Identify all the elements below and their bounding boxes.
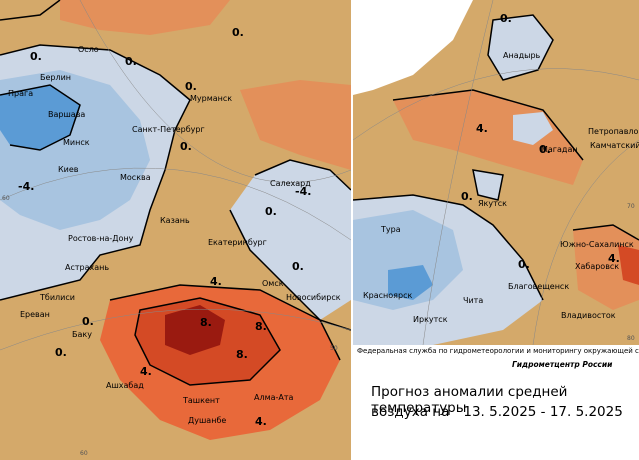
city-label: Ростов-на-Дону (68, 234, 134, 243)
isoline-label: 0. (500, 12, 512, 25)
city-label: Прага (8, 89, 33, 98)
forecast-title: Прогноз аномалии средней температуры (371, 384, 568, 416)
west-map-panel: Осло Берлин Прага Варшава Минск Киев Мос… (0, 0, 351, 460)
isoline-label: 0. (82, 315, 94, 328)
isoline-label: 4. (140, 365, 152, 378)
city-label: Хабаровск (575, 262, 619, 271)
caption-box (353, 345, 639, 460)
forecast-period: воздуха на 13. 5.2025 - 17. 5.2025 (371, 404, 623, 420)
isoline-label: 8. (200, 316, 212, 329)
warm-region-siberia (240, 80, 351, 170)
west-map: Осло Берлин Прага Варшава Минск Киев Мос… (0, 0, 351, 460)
cold-region-kiev (10, 155, 55, 195)
graticule-label: 80 (627, 335, 635, 342)
cold-region-yakutsk (473, 170, 503, 200)
map-graticule (353, 0, 639, 345)
city-label: Тура (380, 225, 401, 234)
city-label: Магадан (541, 145, 578, 154)
city-label: Ташкент (182, 396, 220, 405)
isoline-label: 4. (210, 275, 222, 288)
graticule-label: 50 (330, 345, 338, 352)
city-label: Благовещенск (508, 282, 569, 291)
isoline-label: 0. (55, 346, 67, 359)
isoline-label: 0. (292, 260, 304, 273)
cold-region-salekhard (230, 160, 351, 320)
city-label: Салехард (270, 179, 311, 188)
west-isoline-labels: 0. 0. 0. 0. -4. 0. 0. -4. 0. 4. 8. 8. 8.… (18, 26, 311, 428)
city-label: Мурманск (190, 94, 232, 103)
isoline-label: 0. (232, 26, 244, 39)
isoline-label: 4. (255, 415, 267, 428)
forecast-period-label: воздуха на (371, 404, 450, 420)
isoline-label: 8. (255, 320, 267, 333)
city-label: Астрахань (65, 263, 109, 272)
panel-divider (351, 0, 353, 460)
agency-name: Федеральная служба по гидрометеорологии … (357, 347, 639, 355)
city-label: Чита (463, 296, 483, 305)
isoline-label: 0. (125, 55, 137, 68)
cold-region-kamchatka (513, 112, 553, 145)
east-map: Анадырь Магадан Петропавловск Камчатский… (353, 0, 639, 345)
isoline-label: 8. (236, 348, 248, 361)
isoline-label: 0. (265, 205, 277, 218)
city-label: Якутск (478, 199, 507, 208)
city-label: Душанбе (188, 416, 226, 425)
city-label: Петропавловск (588, 127, 639, 136)
arctic-region (353, 0, 473, 95)
cold-region-anadyr (488, 15, 553, 80)
city-label: Ереван (20, 310, 50, 319)
isoline-label: 4. (476, 122, 488, 135)
city-label: Минск (63, 138, 90, 147)
city-label: Тбилиси (39, 293, 75, 302)
cold-region-warsaw (0, 85, 80, 150)
east-city-labels: Анадырь Магадан Петропавловск Камчатский… (363, 51, 639, 324)
isolines (0, 0, 351, 386)
center-name: Гидрометцентр России (512, 360, 613, 369)
warm-region-max (165, 305, 225, 355)
city-label: Омск (262, 279, 284, 288)
isoline-label: -4. (18, 180, 34, 193)
city-label: Казань (160, 216, 190, 225)
isolines (353, 14, 639, 301)
isoline-label: 0. (30, 50, 42, 63)
isoline-label: 4. (608, 252, 620, 265)
cold-region-siberia-east-core (353, 210, 463, 310)
city-label: Алма-Ата (254, 393, 294, 402)
city-label: Новосибирск (286, 293, 341, 302)
isoline-label: 0. (180, 140, 192, 153)
city-label: Иркутск (413, 315, 448, 324)
city-label: Киев (58, 165, 79, 174)
map-graticule (0, 0, 351, 351)
city-label: Красноярск (363, 291, 412, 300)
city-label: Камчатский (590, 141, 639, 150)
city-label: Москва (120, 173, 151, 182)
city-label: Владивосток (561, 311, 616, 320)
city-label: Берлин (40, 73, 71, 82)
city-label: Ашхабад (106, 381, 144, 390)
graticule-label: 60 (2, 195, 10, 202)
isoline-label: 0. (461, 190, 473, 203)
cold-region-krasnoyarsk (388, 265, 433, 300)
warm-region-north (60, 0, 230, 35)
isoline-label: 0. (185, 80, 197, 93)
forecast-dates: 13. 5.2025 - 17. 5.2025 (463, 404, 623, 420)
city-label: Осло (78, 45, 99, 54)
city-label: Варшава (48, 110, 85, 119)
city-label: Баку (72, 330, 92, 339)
isoline-label: -4. (295, 185, 311, 198)
city-label: Санкт-Петербург (132, 125, 205, 134)
isoline-label: 0. (518, 258, 530, 271)
city-label: Екатеринбург (208, 238, 267, 247)
warm-region-sakhalin (618, 245, 639, 285)
isoline-label: 0. (539, 143, 551, 156)
graticule-label: 70 (627, 203, 635, 210)
east-map-panel: Анадырь Магадан Петропавловск Камчатский… (353, 0, 639, 345)
graticule-label: 60 (80, 450, 88, 457)
west-city-labels: Осло Берлин Прага Варшава Минск Киев Мос… (8, 45, 341, 425)
east-isoline-labels: 0. 4. 0. 0. 0. 4. (461, 12, 620, 271)
city-label: Анадырь (503, 51, 541, 60)
city-label: Южно-Сахалинск (560, 240, 634, 249)
